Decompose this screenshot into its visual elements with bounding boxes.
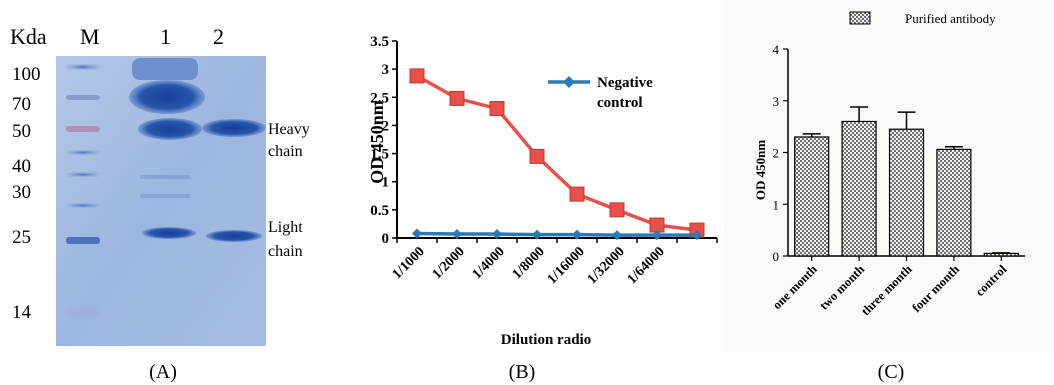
marker-band-70 xyxy=(66,95,100,100)
c-legend-label: Purified antibody xyxy=(905,11,996,26)
b-y-axis-title: OD 450nm xyxy=(367,100,387,184)
lane-2-label: 2 xyxy=(213,24,224,49)
c-y-axis-title: OD 450nm xyxy=(753,140,768,200)
c-legend: Purified antibody xyxy=(849,11,996,26)
c-y-tick-label: 2 xyxy=(773,146,780,161)
b-y-tick-label: 3 xyxy=(382,62,390,78)
kda-marker-70: 70 xyxy=(12,94,31,115)
c-bars xyxy=(794,106,1019,257)
c-bar xyxy=(936,148,972,257)
b-x-axis-title: Dilution radio xyxy=(501,332,591,348)
b-point-diamond xyxy=(692,230,702,241)
b-x-tick-label: 1/8000 xyxy=(510,244,548,282)
b-point-diamond xyxy=(452,229,462,240)
light-chain-label-2: chain xyxy=(268,243,303,260)
b-point-diamond xyxy=(532,229,542,240)
lane1-heavy-band xyxy=(138,118,202,140)
marker-band-50 xyxy=(66,126,100,132)
b-y-tick-label: 1 xyxy=(382,175,390,191)
kda-label: Kda xyxy=(10,24,47,49)
b-x-tick-label: 1/64000 xyxy=(625,244,668,287)
lane2-light-band xyxy=(206,230,262,242)
b-legend-marker xyxy=(563,76,575,88)
heavy-chain-label-2: chain xyxy=(268,143,303,160)
panel-a-gel: Kda M 1 2 100 70 50 xyxy=(10,24,310,383)
lane1-minor-band xyxy=(140,175,190,179)
b-point-square xyxy=(409,68,425,84)
kda-marker-14: 14 xyxy=(12,302,32,323)
c-y-tick-label: 3 xyxy=(773,94,780,109)
kda-marker-40: 40 xyxy=(12,156,31,177)
heavy-chain-label-1: Heavy xyxy=(268,121,310,138)
c-y-tick-label: 0 xyxy=(773,249,780,264)
marker-band-30b xyxy=(66,203,100,208)
b-point-square xyxy=(529,148,545,164)
marker-lane xyxy=(66,64,100,315)
b-point-diamond xyxy=(652,230,662,241)
lane1-light-band xyxy=(142,227,196,239)
b-y-tick-label: 3.5 xyxy=(370,34,389,50)
c-y-tick-label: 1 xyxy=(773,197,780,212)
marker-band-40 xyxy=(66,150,100,155)
c-legend-swatch xyxy=(849,11,871,25)
c-bar xyxy=(983,252,1019,257)
lane2-heavy-band xyxy=(202,119,266,137)
marker-band-100 xyxy=(66,64,100,70)
light-chain-label-1: Light xyxy=(268,219,303,236)
marker-band-30 xyxy=(66,172,100,177)
b-x-tick-label: 1/4000 xyxy=(470,244,508,282)
c-bar xyxy=(888,128,925,257)
lane1-top-smear xyxy=(132,58,198,80)
panel-b-caption: (B) xyxy=(509,361,536,383)
b-legend-label-1: Negative xyxy=(597,75,653,91)
lane-2 xyxy=(202,119,266,242)
b-x-tick-label: 1/16000 xyxy=(545,244,588,287)
marker-lane-label: M xyxy=(80,24,100,49)
b-point-square xyxy=(489,101,505,117)
b-point-diamond xyxy=(572,229,582,240)
b-legend: Negative control xyxy=(548,75,653,111)
c-bar xyxy=(841,120,877,257)
b-x-tick-label: 1/32000 xyxy=(585,244,628,287)
marker-band-25 xyxy=(66,237,100,244)
b-x-tick-label: 1/2000 xyxy=(430,244,468,282)
b-y-tick-label: 2 xyxy=(382,118,390,134)
kda-marker-50: 50 xyxy=(12,121,31,142)
lane-1 xyxy=(129,58,205,239)
b-y-tick-label: 0.5 xyxy=(370,203,389,219)
b-point-square xyxy=(569,186,585,202)
b-point-diamond xyxy=(612,230,622,241)
b-point-square xyxy=(609,202,625,218)
b-point-square xyxy=(449,90,465,106)
panel-a-caption: (A) xyxy=(149,361,177,383)
b-y-tick-label: 1.5 xyxy=(370,147,389,163)
marker-band-14 xyxy=(66,310,100,315)
b-series-line-1 xyxy=(416,231,697,237)
lane1-minor-band-2 xyxy=(140,194,190,198)
b-legend-label-2: control xyxy=(597,95,643,111)
kda-marker-25: 25 xyxy=(12,227,31,248)
b-y-tick-label: 0 xyxy=(382,231,390,247)
b-x-tick-label: 1/1000 xyxy=(390,244,428,282)
lane1-band-large xyxy=(129,80,205,114)
panel-c-caption: (C) xyxy=(878,361,905,383)
b-point-diamond xyxy=(412,228,422,239)
kda-marker-30: 30 xyxy=(12,182,31,203)
c-y-tick-label: 4 xyxy=(773,42,780,57)
c-bar xyxy=(794,136,830,257)
b-point-square xyxy=(649,217,665,233)
b-series xyxy=(409,68,705,241)
kda-marker-100: 100 xyxy=(12,64,41,85)
panel-b-chart: 0 0.5 1 1.5 2 2.5 3 3.5 1/1000 1/2000 1/4000 1/8000… xyxy=(367,34,718,383)
kda-marker-labels: 100 70 50 40 30 25 14 xyxy=(12,64,41,323)
b-point-diamond xyxy=(492,229,502,240)
b-y-tick-label: 2.5 xyxy=(370,90,389,106)
lane-1-label: 1 xyxy=(160,24,171,49)
